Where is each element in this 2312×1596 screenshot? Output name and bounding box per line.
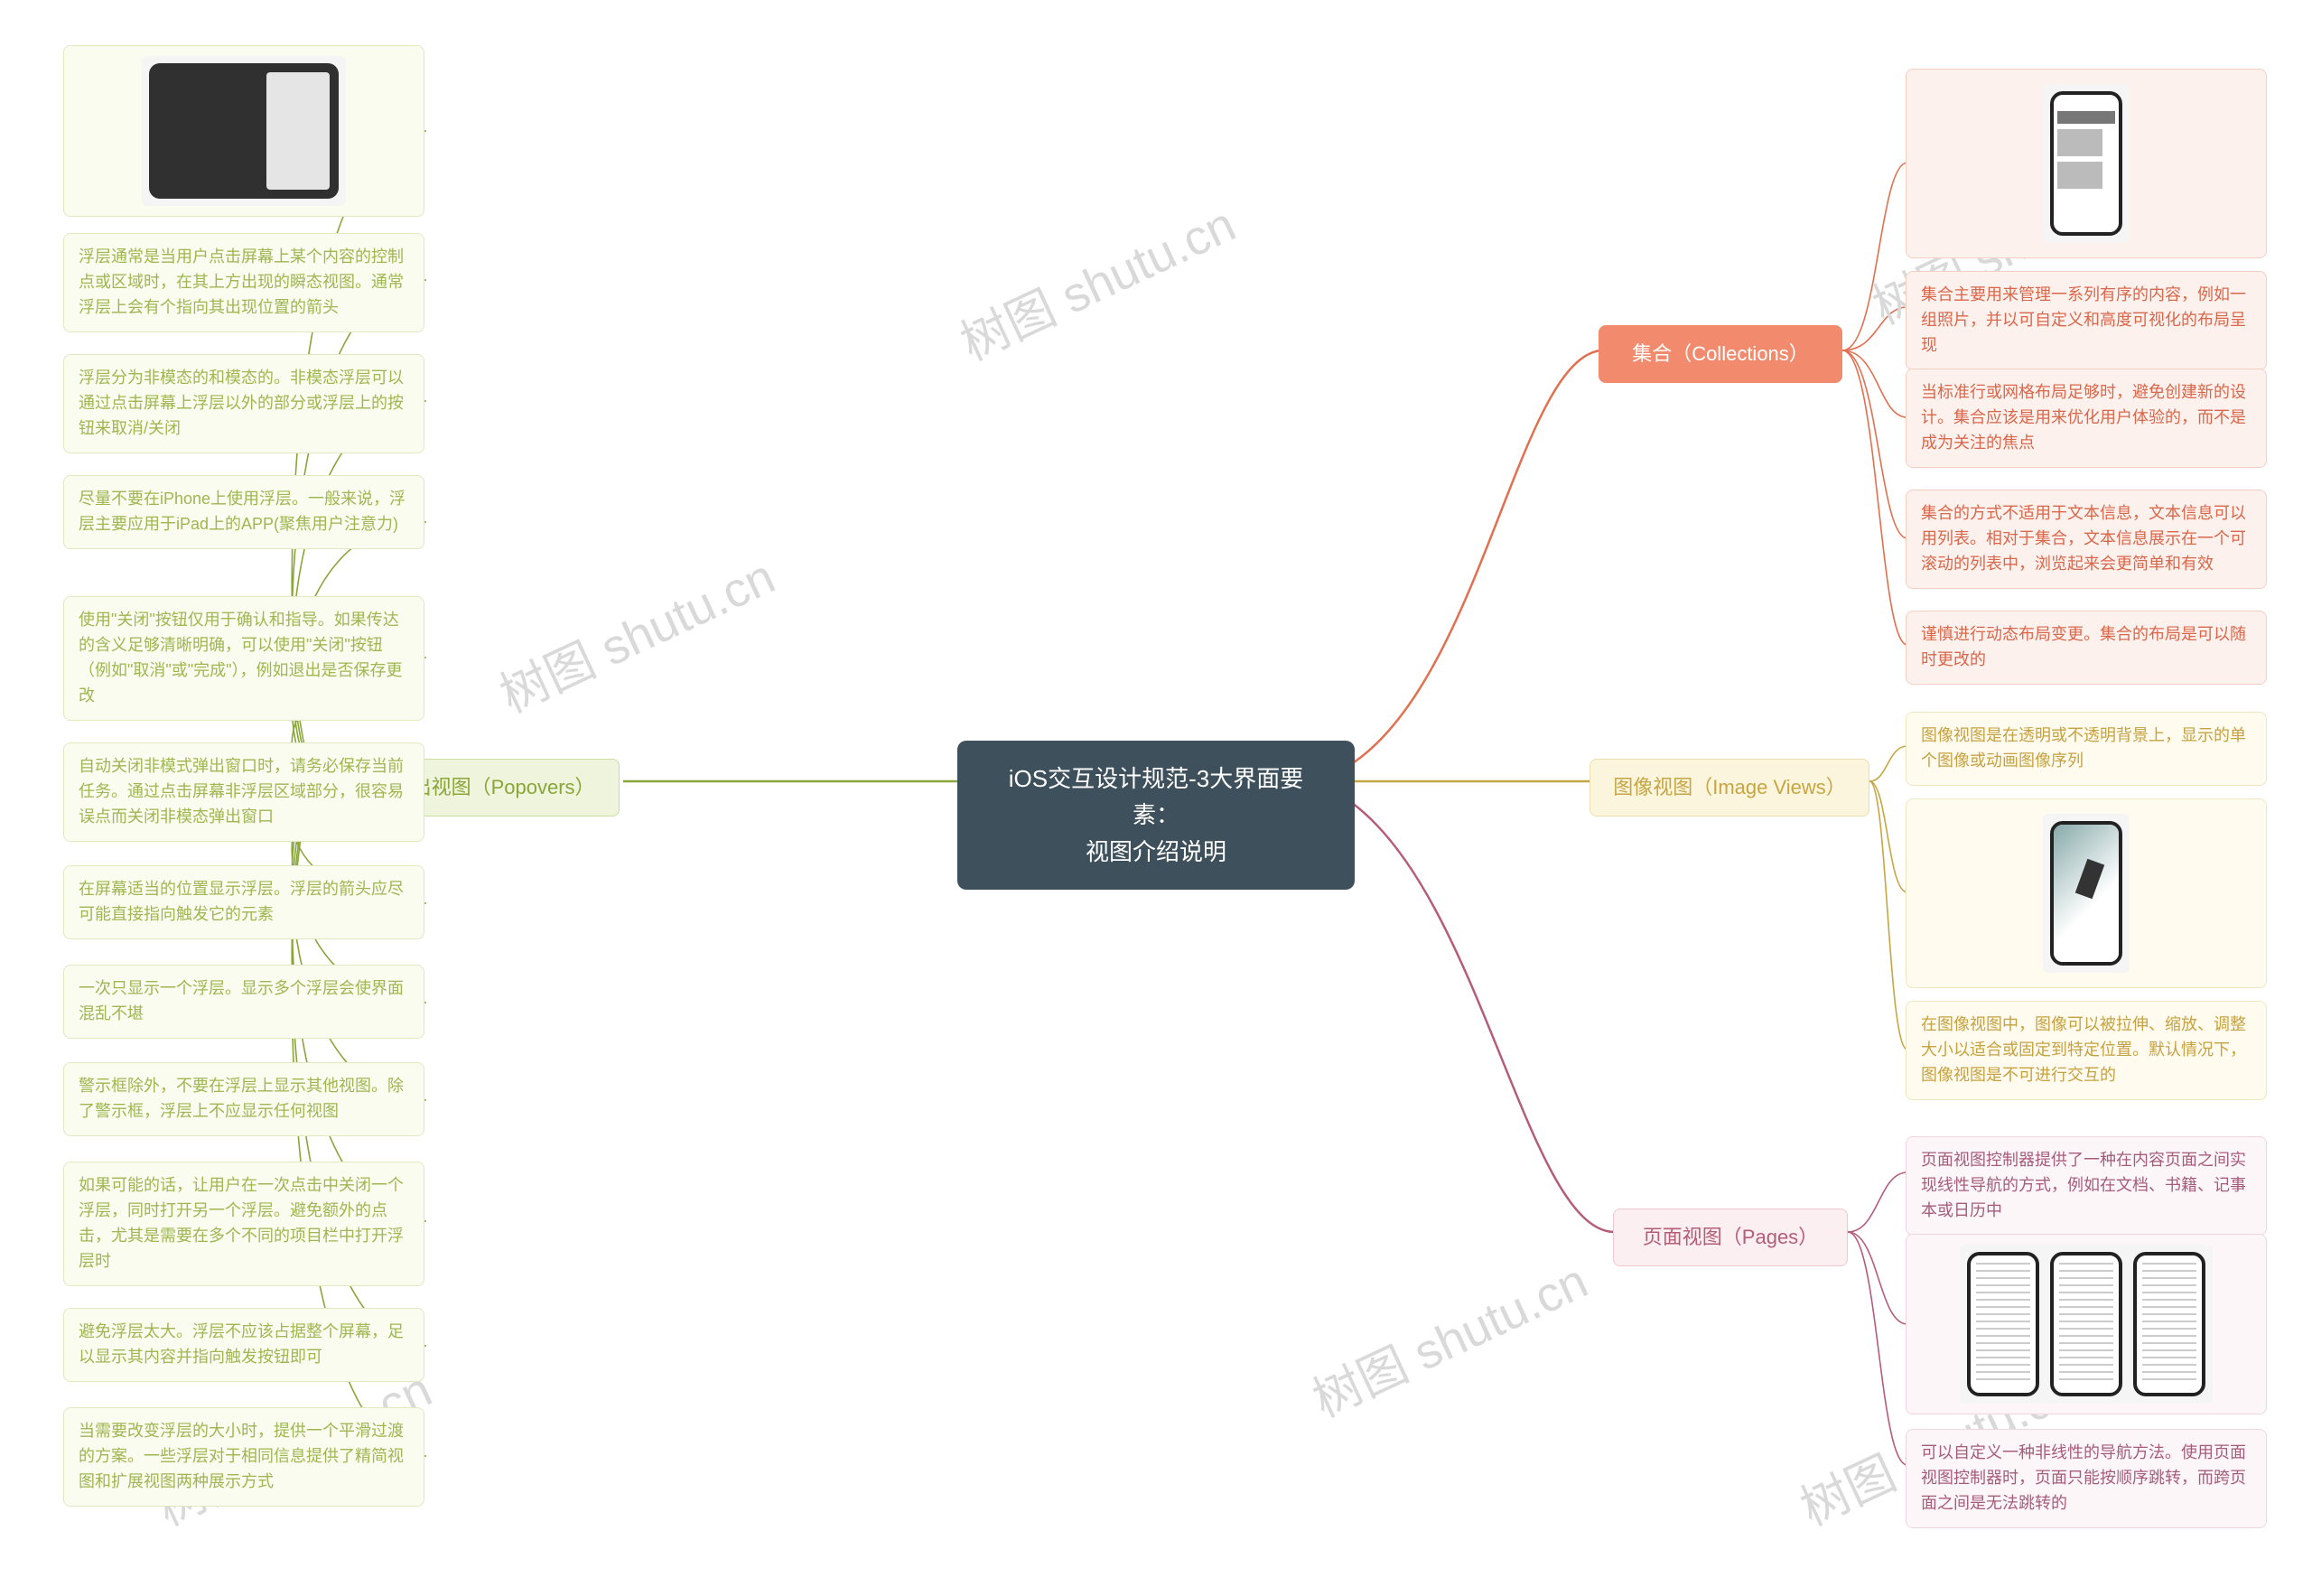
center-topic[interactable]: iOS交互设计规范-3大界面要素： 视图介绍说明 bbox=[957, 741, 1355, 890]
leaf-text: 警示框除外，不要在浮层上显示其他视图。除了警示框，浮层上不应显示任何视图 bbox=[79, 1077, 404, 1120]
leaf-node[interactable]: 尽量不要在iPhone上使用浮层。一般来说，浮层主要应用于iPad上的APP(聚… bbox=[63, 475, 424, 549]
branch-pages[interactable]: 页面视图（Pages） bbox=[1613, 1209, 1848, 1266]
leaf-node[interactable]: 当标准行或网格布局足够时，避免创建新的设计。集合应该是用来优化用户体验的，而不是… bbox=[1906, 369, 2267, 468]
leaf-text: 自动关闭非模式弹出窗口时，请务必保存当前任务。通过点击屏幕非浮层区域部分，很容易… bbox=[79, 757, 404, 826]
leaf-node[interactable]: 页面视图控制器提供了一种在内容页面之间实现线性导航的方式，例如在文档、书籍、记事… bbox=[1906, 1136, 2267, 1236]
leaf-node[interactable]: 一次只显示一个浮层。显示多个浮层会使界面混乱不堪 bbox=[63, 965, 424, 1039]
branch-imageviews[interactable]: 图像视图（Image Views） bbox=[1590, 759, 1869, 817]
leaf-text: 当标准行或网格布局足够时，避免创建新的设计。集合应该是用来优化用户体验的，而不是… bbox=[1921, 383, 2246, 452]
leaf-text: 谨慎进行动态布局变更。集合的布局是可以随时更改的 bbox=[1921, 625, 2246, 668]
leaf-node[interactable] bbox=[63, 45, 424, 217]
thumbnail-iphone-grid bbox=[2043, 84, 2130, 243]
leaf-node[interactable]: 自动关闭非模式弹出窗口时，请务必保存当前任务。通过点击屏幕非浮层区域部分，很容易… bbox=[63, 742, 424, 842]
leaf-node[interactable] bbox=[1906, 798, 2267, 988]
leaf-text: 尽量不要在iPhone上使用浮层。一般来说，浮层主要应用于iPad上的APP(聚… bbox=[79, 490, 406, 533]
leaf-node[interactable]: 警示框除外，不要在浮层上显示其他视图。除了警示框，浮层上不应显示任何视图 bbox=[63, 1062, 424, 1136]
leaf-node[interactable] bbox=[1906, 69, 2267, 258]
thumbnail-ipad bbox=[142, 56, 346, 206]
leaf-text: 当需要改变浮层的大小时，提供一个平滑过渡的方案。一些浮层对于相同信息提供了精简视… bbox=[79, 1422, 404, 1490]
leaf-text: 使用"关闭"按钮仅用于确认和指导。如果传达的含义足够清晰明确，可以使用"关闭"按… bbox=[79, 611, 403, 705]
thumbnail-iphone-photo bbox=[2043, 814, 2130, 973]
leaf-node[interactable]: 集合主要用来管理一系列有序的内容，例如一组照片，并以可自定义和高度可视化的布局呈… bbox=[1906, 271, 2267, 370]
leaf-node[interactable]: 浮层通常是当用户点击屏幕上某个内容的控制点或区域时，在其上方出现的瞬态视图。通常… bbox=[63, 233, 424, 332]
leaf-text: 可以自定义一种非线性的导航方法。使用页面视图控制器时，页面只能按顺序跳转，而跨页… bbox=[1921, 1443, 2246, 1512]
leaf-text: 集合主要用来管理一系列有序的内容，例如一组照片，并以可自定义和高度可视化的布局呈… bbox=[1921, 285, 2246, 354]
leaf-text: 浮层通常是当用户点击屏幕上某个内容的控制点或区域时，在其上方出现的瞬态视图。通常… bbox=[79, 247, 404, 316]
leaf-node[interactable]: 在图像视图中，图像可以被拉伸、缩放、调整大小以适合或固定到特定位置。默认情况下，… bbox=[1906, 1001, 2267, 1100]
watermark: 树图 shutu.cn bbox=[487, 537, 785, 727]
leaf-text: 在图像视图中，图像可以被拉伸、缩放、调整大小以适合或固定到特定位置。默认情况下，… bbox=[1921, 1015, 2246, 1084]
watermark: 树图 shutu.cn bbox=[1300, 1242, 1598, 1432]
thumbnail-triple-phones bbox=[1960, 1245, 2213, 1404]
leaf-text: 图像视图是在透明或不透明背景上，显示的单个图像或动画图像序列 bbox=[1921, 726, 2246, 770]
leaf-node[interactable]: 集合的方式不适用于文本信息，文本信息可以用列表。相对于集合，文本信息展示在一个可… bbox=[1906, 490, 2267, 589]
leaf-text: 如果可能的话，让用户在一次点击中关闭一个浮层，同时打开另一个浮层。避免额外的点击… bbox=[79, 1176, 404, 1270]
mindmap-canvas: 树图 shutu.cn树图 shutu.cn树图 shutu.cn树图 shut… bbox=[0, 0, 2312, 1596]
leaf-text: 避免浮层太大。浮层不应该占据整个屏幕，足以显示其内容并指向触发按钮即可 bbox=[79, 1322, 404, 1366]
leaf-text: 在屏幕适当的位置显示浮层。浮层的箭头应尽可能直接指向触发它的元素 bbox=[79, 880, 404, 923]
leaf-text: 一次只显示一个浮层。显示多个浮层会使界面混乱不堪 bbox=[79, 979, 404, 1022]
watermark: 树图 shutu.cn bbox=[947, 185, 1245, 375]
leaf-node[interactable]: 谨慎进行动态布局变更。集合的布局是可以随时更改的 bbox=[1906, 611, 2267, 685]
leaf-node[interactable]: 使用"关闭"按钮仅用于确认和指导。如果传达的含义足够清晰明确，可以使用"关闭"按… bbox=[63, 596, 424, 721]
leaf-node[interactable]: 在屏幕适当的位置显示浮层。浮层的箭头应尽可能直接指向触发它的元素 bbox=[63, 865, 424, 939]
branch-collections[interactable]: 集合（Collections） bbox=[1599, 325, 1842, 383]
leaf-text: 浮层分为非模态的和模态的。非模态浮层可以通过点击屏幕上浮层以外的部分或浮层上的按… bbox=[79, 369, 404, 437]
center-line2: 视图介绍说明 bbox=[988, 834, 1324, 870]
leaf-node[interactable]: 避免浮层太大。浮层不应该占据整个屏幕，足以显示其内容并指向触发按钮即可 bbox=[63, 1308, 424, 1382]
center-line1: iOS交互设计规范-3大界面要素： bbox=[988, 761, 1324, 834]
leaf-text: 页面视图控制器提供了一种在内容页面之间实现线性导航的方式，例如在文档、书籍、记事… bbox=[1921, 1151, 2246, 1219]
leaf-node[interactable]: 图像视图是在透明或不透明背景上，显示的单个图像或动画图像序列 bbox=[1906, 712, 2267, 786]
leaf-node[interactable] bbox=[1906, 1234, 2267, 1414]
leaf-node[interactable]: 浮层分为非模态的和模态的。非模态浮层可以通过点击屏幕上浮层以外的部分或浮层上的按… bbox=[63, 354, 424, 453]
leaf-node[interactable]: 如果可能的话，让用户在一次点击中关闭一个浮层，同时打开另一个浮层。避免额外的点击… bbox=[63, 1162, 424, 1286]
leaf-text: 集合的方式不适用于文本信息，文本信息可以用列表。相对于集合，文本信息展示在一个可… bbox=[1921, 504, 2246, 573]
leaf-node[interactable]: 可以自定义一种非线性的导航方法。使用页面视图控制器时，页面只能按顺序跳转，而跨页… bbox=[1906, 1429, 2267, 1528]
leaf-node[interactable]: 当需要改变浮层的大小时，提供一个平滑过渡的方案。一些浮层对于相同信息提供了精简视… bbox=[63, 1407, 424, 1507]
